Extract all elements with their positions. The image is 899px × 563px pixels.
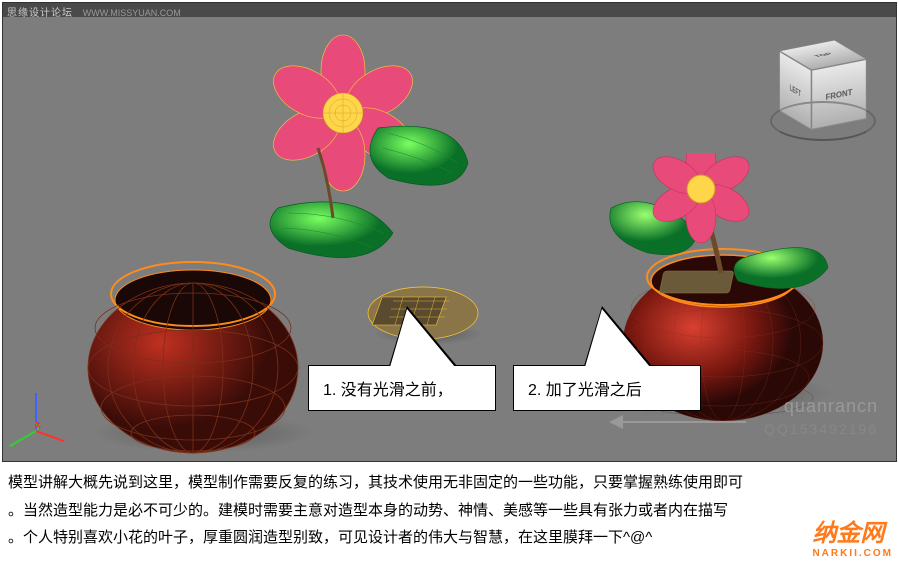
callout-after-smooth: 2. 加了光滑之后 xyxy=(513,365,701,411)
callout-text: 1. 没有光滑之前， xyxy=(323,382,453,399)
text-line-1: 模型讲解大概先说到这里，模型制作需要反复的练习，其技术使用无非固定的一些功能，只… xyxy=(8,470,894,496)
forum-name: 思缘设计论坛 xyxy=(7,8,73,19)
callout-before-smooth: 1. 没有光滑之前， xyxy=(308,365,496,411)
axis-gizmo: z y x xyxy=(15,381,75,441)
author-watermark: quanrancn xyxy=(784,396,878,417)
forum-url: WWW.MISSYUAN.COM xyxy=(83,8,181,18)
text-line-2: 。当然造型能力是必不可少的。建模时需要主意对造型本身的动势、神情、美感等一些具有… xyxy=(8,498,894,524)
viewcube[interactable]: TOP FRONT LEFT xyxy=(756,33,886,163)
logo-subtext: NARKII.COM xyxy=(812,548,893,559)
site-logo-watermark: 纳金网 NARKII.COM xyxy=(812,513,893,559)
watermark-arrow-icon xyxy=(616,421,746,423)
viewcube-compass[interactable] xyxy=(770,101,876,141)
text-line-3: 。个人特别喜欢小花的叶子，厚重圆润造型别致，可见设计者的伟大与智慧，在这里膜拜一… xyxy=(8,525,894,551)
leaves-wireframe[interactable] xyxy=(258,108,488,278)
tutorial-text: 模型讲解大概先说到这里，模型制作需要反复的练习，其技术使用无非固定的一些功能，只… xyxy=(8,470,894,553)
author-qq: QQ153492196 xyxy=(764,421,878,437)
axis-x-label: x xyxy=(35,419,41,431)
callout-text: 2. 加了光滑之后 xyxy=(528,382,642,399)
forum-watermark-bar: 思缘设计论坛 WWW.MISSYUAN.COM xyxy=(3,3,896,17)
logo-text: 纳金网 xyxy=(812,520,884,547)
3d-viewport[interactable]: 思缘设计论坛 WWW.MISSYUAN.COM xyxy=(2,2,897,462)
